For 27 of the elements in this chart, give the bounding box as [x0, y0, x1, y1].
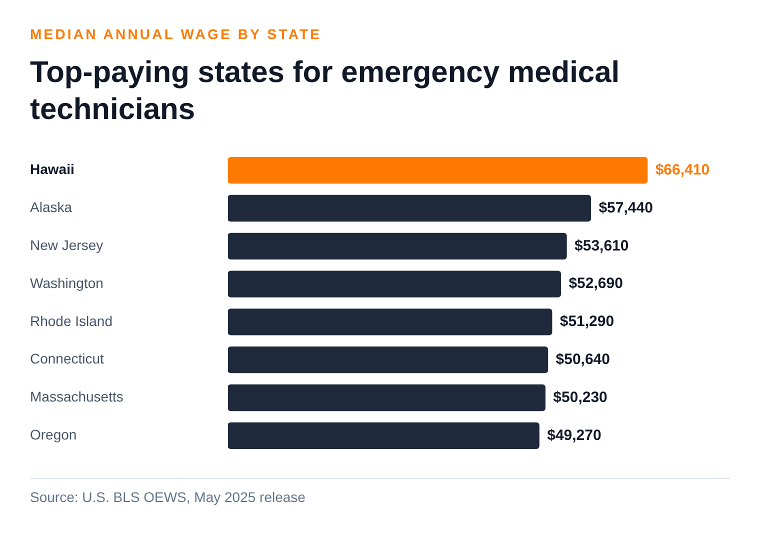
y-tick-label: Connecticut	[30, 350, 104, 367]
y-tick-label: Rhode Island	[30, 312, 113, 329]
bar	[228, 157, 648, 184]
data-label: $57,440	[598, 199, 653, 216]
data-label: $66,410	[655, 161, 710, 178]
data-label: $50,640	[556, 350, 610, 368]
bar	[228, 194, 592, 222]
y-tick-label: Washington	[30, 274, 104, 291]
bar	[228, 270, 562, 298]
data-label: $53,610	[574, 237, 629, 254]
data-label: $49,270	[547, 426, 602, 444]
y-tick-label: Massachusetts	[30, 388, 124, 405]
chart-title: Top-paying states for emergency medical technicians	[30, 55, 621, 128]
bar	[228, 384, 546, 412]
data-label: $52,690	[568, 275, 623, 292]
bar	[228, 422, 540, 449]
bar	[228, 308, 552, 336]
y-tick-label: Oregon	[30, 426, 77, 443]
y-tick-label: New Jersey	[30, 237, 104, 254]
source-note: Source: U.S. BLS OEWS, May 2025 release	[30, 488, 306, 506]
data-label: $50,230	[553, 388, 608, 406]
y-tick-label: Hawaii	[30, 161, 74, 178]
data-label: $51,290	[560, 313, 614, 330]
chart-subtitle: MEDIAN ANNUAL WAGE BY STATE	[30, 25, 322, 43]
bar	[228, 232, 567, 260]
y-tick-label: Alaska	[30, 199, 72, 216]
bar	[228, 346, 548, 374]
